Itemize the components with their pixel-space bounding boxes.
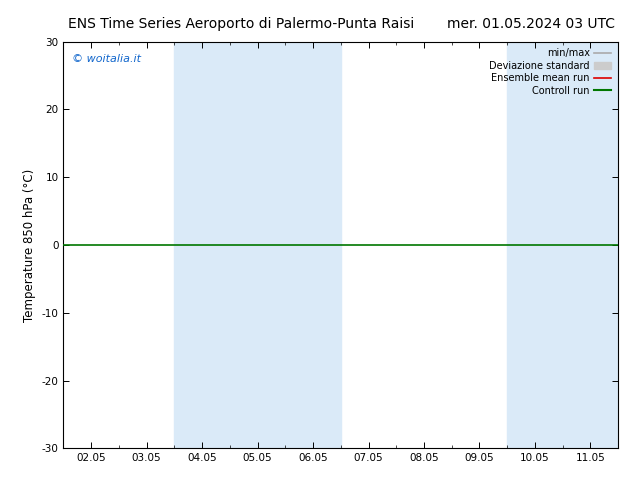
Legend: min/max, Deviazione standard, Ensemble mean run, Controll run: min/max, Deviazione standard, Ensemble m…: [488, 47, 613, 98]
Text: mer. 01.05.2024 03 UTC: mer. 01.05.2024 03 UTC: [447, 17, 615, 31]
Text: © woitalia.it: © woitalia.it: [72, 54, 141, 64]
Text: ENS Time Series Aeroporto di Palermo-Punta Raisi: ENS Time Series Aeroporto di Palermo-Pun…: [68, 17, 414, 31]
Bar: [174, 42, 341, 448]
Bar: [507, 42, 618, 448]
Y-axis label: Temperature 850 hPa (°C): Temperature 850 hPa (°C): [23, 169, 36, 321]
